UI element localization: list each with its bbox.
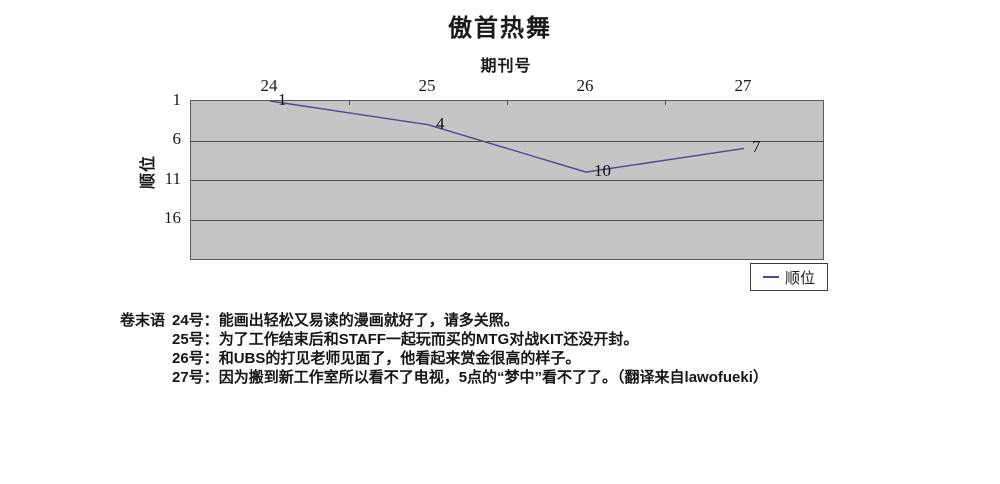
- data-label: 4: [436, 113, 445, 133]
- legend-label: 顺位: [784, 270, 815, 287]
- y-tick-label: 1: [172, 90, 182, 109]
- note-issue: 25号：: [172, 331, 219, 348]
- note-text: 能画出轻松又易读的漫画就好了，请多关照。: [218, 312, 519, 329]
- note-issue: 24号：: [172, 312, 219, 329]
- gridline: [191, 180, 823, 181]
- legend-line-sample-icon: [762, 276, 779, 278]
- gridline: [191, 140, 823, 142]
- note-issue: 27号：: [172, 369, 219, 386]
- note-text: 为了工作结束后和STAFF一起玩而买的MTG对战KIT还没开封。: [218, 331, 639, 348]
- afterword-notes: 卷末语 24号： 能画出轻松又易读的漫画就好了，请多关照。 25号： 为了工作结…: [120, 311, 768, 387]
- x-tick-label: 24: [260, 76, 278, 95]
- legend: 顺位: [750, 263, 828, 291]
- y-tick-label: 6: [172, 129, 182, 148]
- data-label: 10: [594, 161, 611, 181]
- category-boundary-tick: [507, 101, 508, 105]
- y-axis-title: 顺位: [140, 155, 157, 190]
- chart-title: 傲首热舞: [448, 16, 552, 42]
- y-tick-label: 16: [164, 208, 181, 227]
- notes-heading: 卷末语: [120, 312, 166, 329]
- note-text: 和UBS的打见老师见面了，他看起来赏金很高的样子。: [218, 350, 581, 367]
- category-boundary-tick: [349, 101, 350, 105]
- category-boundary-tick: [665, 101, 666, 105]
- plot-area: 1 4 10 7: [190, 90, 824, 260]
- x-tick-label: 26: [576, 76, 594, 95]
- series-line-svg: [269, 100, 745, 173]
- note-text: 因为搬到新工作室所以看不了电视，5点的“梦中”看不了了。（翻译来自lawofue…: [218, 369, 768, 386]
- x-axis-title: 期刊号: [480, 58, 532, 75]
- y-tick-label: 11: [164, 169, 181, 188]
- data-label: 7: [752, 137, 761, 157]
- note-row: 卷末语 24号： 能画出轻松又易读的漫画就好了，请多关照。: [120, 311, 768, 330]
- note-row: 27号： 因为搬到新工作室所以看不了电视，5点的“梦中”看不了了。（翻译来自la…: [120, 368, 768, 387]
- note-row: 25号： 为了工作结束后和STAFF一起玩而买的MTG对战KIT还没开封。: [120, 330, 768, 349]
- x-tick-label: 27: [734, 76, 752, 95]
- gridline: [191, 219, 823, 221]
- data-label: 1: [278, 90, 287, 109]
- x-tick-label: 25: [418, 76, 436, 95]
- series-line: [269, 100, 745, 173]
- note-row: 26号： 和UBS的打见老师见面了，他看起来赏金很高的样子。: [120, 349, 768, 368]
- note-issue: 26号：: [172, 350, 219, 367]
